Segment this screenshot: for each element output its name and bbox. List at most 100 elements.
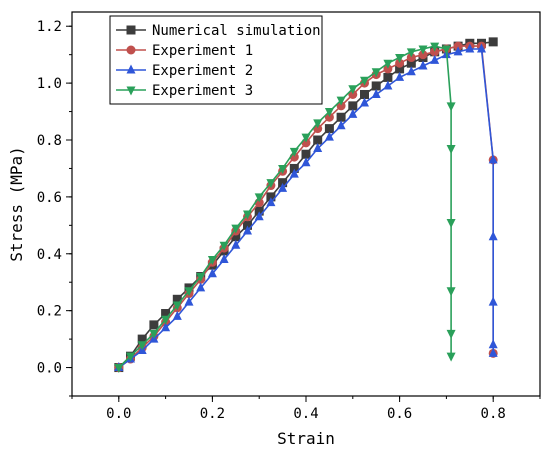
y-tick-label: 0.2	[37, 304, 62, 320]
data-point	[418, 50, 428, 60]
legend-items: Numerical simulation Experiment 1 Experime…	[116, 23, 321, 99]
legend-swatch-marker	[126, 64, 136, 74]
data-point	[360, 89, 369, 99]
data-point	[231, 232, 241, 242]
data-point	[348, 85, 358, 95]
legend-swatch-marker	[126, 25, 136, 35]
data-point	[289, 147, 299, 157]
data-point	[395, 54, 405, 64]
data-point	[418, 60, 428, 70]
data-point	[441, 45, 451, 55]
data-point	[430, 47, 440, 57]
data-point	[254, 206, 264, 216]
data-point	[488, 154, 498, 164]
data-point	[336, 96, 346, 106]
data-point	[430, 54, 440, 64]
x-tick-label: 0.8	[481, 406, 506, 422]
data-point	[254, 193, 264, 203]
data-point	[301, 149, 311, 159]
data-point	[278, 178, 288, 188]
data-point	[336, 101, 346, 111]
data-point	[149, 329, 159, 339]
data-point	[371, 88, 381, 98]
data-point	[406, 66, 416, 76]
data-point	[488, 37, 498, 47]
data-point	[360, 76, 369, 86]
data-point	[266, 197, 276, 207]
data-point	[137, 334, 147, 344]
data-point	[219, 241, 229, 251]
data-point	[301, 157, 311, 167]
data-point	[371, 81, 381, 91]
data-point	[161, 309, 171, 319]
legend-label: Numerical simulation	[152, 23, 321, 39]
data-point	[184, 296, 194, 306]
data-point	[184, 287, 194, 297]
legend-label: Experiment 3	[152, 83, 253, 99]
data-point	[446, 352, 456, 362]
data-point	[243, 225, 252, 235]
data-point	[488, 231, 498, 241]
data-point	[453, 46, 463, 56]
data-point	[430, 42, 440, 52]
data-point	[161, 315, 171, 325]
data-point	[126, 352, 135, 362]
legend-item: Experiment 2	[116, 63, 253, 79]
data-point	[488, 347, 498, 357]
data-point	[418, 45, 428, 55]
data-point	[172, 294, 182, 304]
data-point	[336, 112, 346, 122]
data-point	[477, 43, 486, 53]
data-point	[149, 320, 159, 330]
data-point	[278, 164, 288, 174]
data-point	[207, 268, 217, 278]
data-point	[395, 64, 405, 74]
legend-item: Experiment 3	[116, 83, 253, 99]
series-3	[114, 43, 498, 372]
axes-layer: 0.0 0.2 0.4 0.6 0.8 0.0 0.2 0.4 0.6 0.8 1.0 1.2	[37, 19, 541, 422]
data-point	[289, 163, 299, 173]
data-point	[488, 339, 498, 349]
y-tick-label: 1.2	[37, 19, 62, 35]
data-point	[324, 112, 334, 122]
data-point	[383, 80, 393, 90]
data-point	[313, 143, 323, 153]
data-point	[231, 224, 241, 234]
data-point	[406, 48, 416, 58]
data-point	[161, 322, 171, 332]
data-point	[446, 218, 456, 228]
data-point	[395, 58, 405, 68]
data-point	[289, 168, 299, 178]
data-point	[348, 101, 358, 111]
legend-label: Experiment 1	[152, 43, 253, 59]
x-tick-label: 0.6	[387, 406, 412, 422]
data-point	[371, 68, 381, 78]
data-point	[336, 120, 346, 130]
legend-swatch-marker	[126, 45, 136, 55]
data-point	[453, 41, 463, 51]
data-point	[266, 179, 276, 189]
data-point	[406, 53, 416, 63]
data-point	[324, 124, 334, 134]
x-tick-label: 0.0	[106, 406, 131, 422]
data-point	[446, 287, 456, 297]
data-point	[243, 220, 252, 230]
data-point	[137, 341, 147, 351]
y-tick-label: 0.4	[37, 247, 62, 263]
y-tick-label: 0.0	[37, 361, 62, 377]
data-point	[196, 282, 206, 292]
y-axis-title: Stress (MPa)	[7, 146, 26, 262]
data-point	[324, 108, 334, 118]
data-point	[348, 89, 358, 99]
data-point	[465, 43, 475, 53]
legend-label: Experiment 2	[152, 63, 253, 79]
data-point	[114, 364, 124, 374]
data-point	[348, 108, 358, 118]
series-layer	[114, 37, 498, 374]
data-point	[324, 131, 334, 141]
data-point	[395, 71, 405, 81]
data-point	[243, 210, 252, 220]
legend-item: Experiment 1	[116, 43, 253, 59]
data-point	[360, 97, 369, 107]
